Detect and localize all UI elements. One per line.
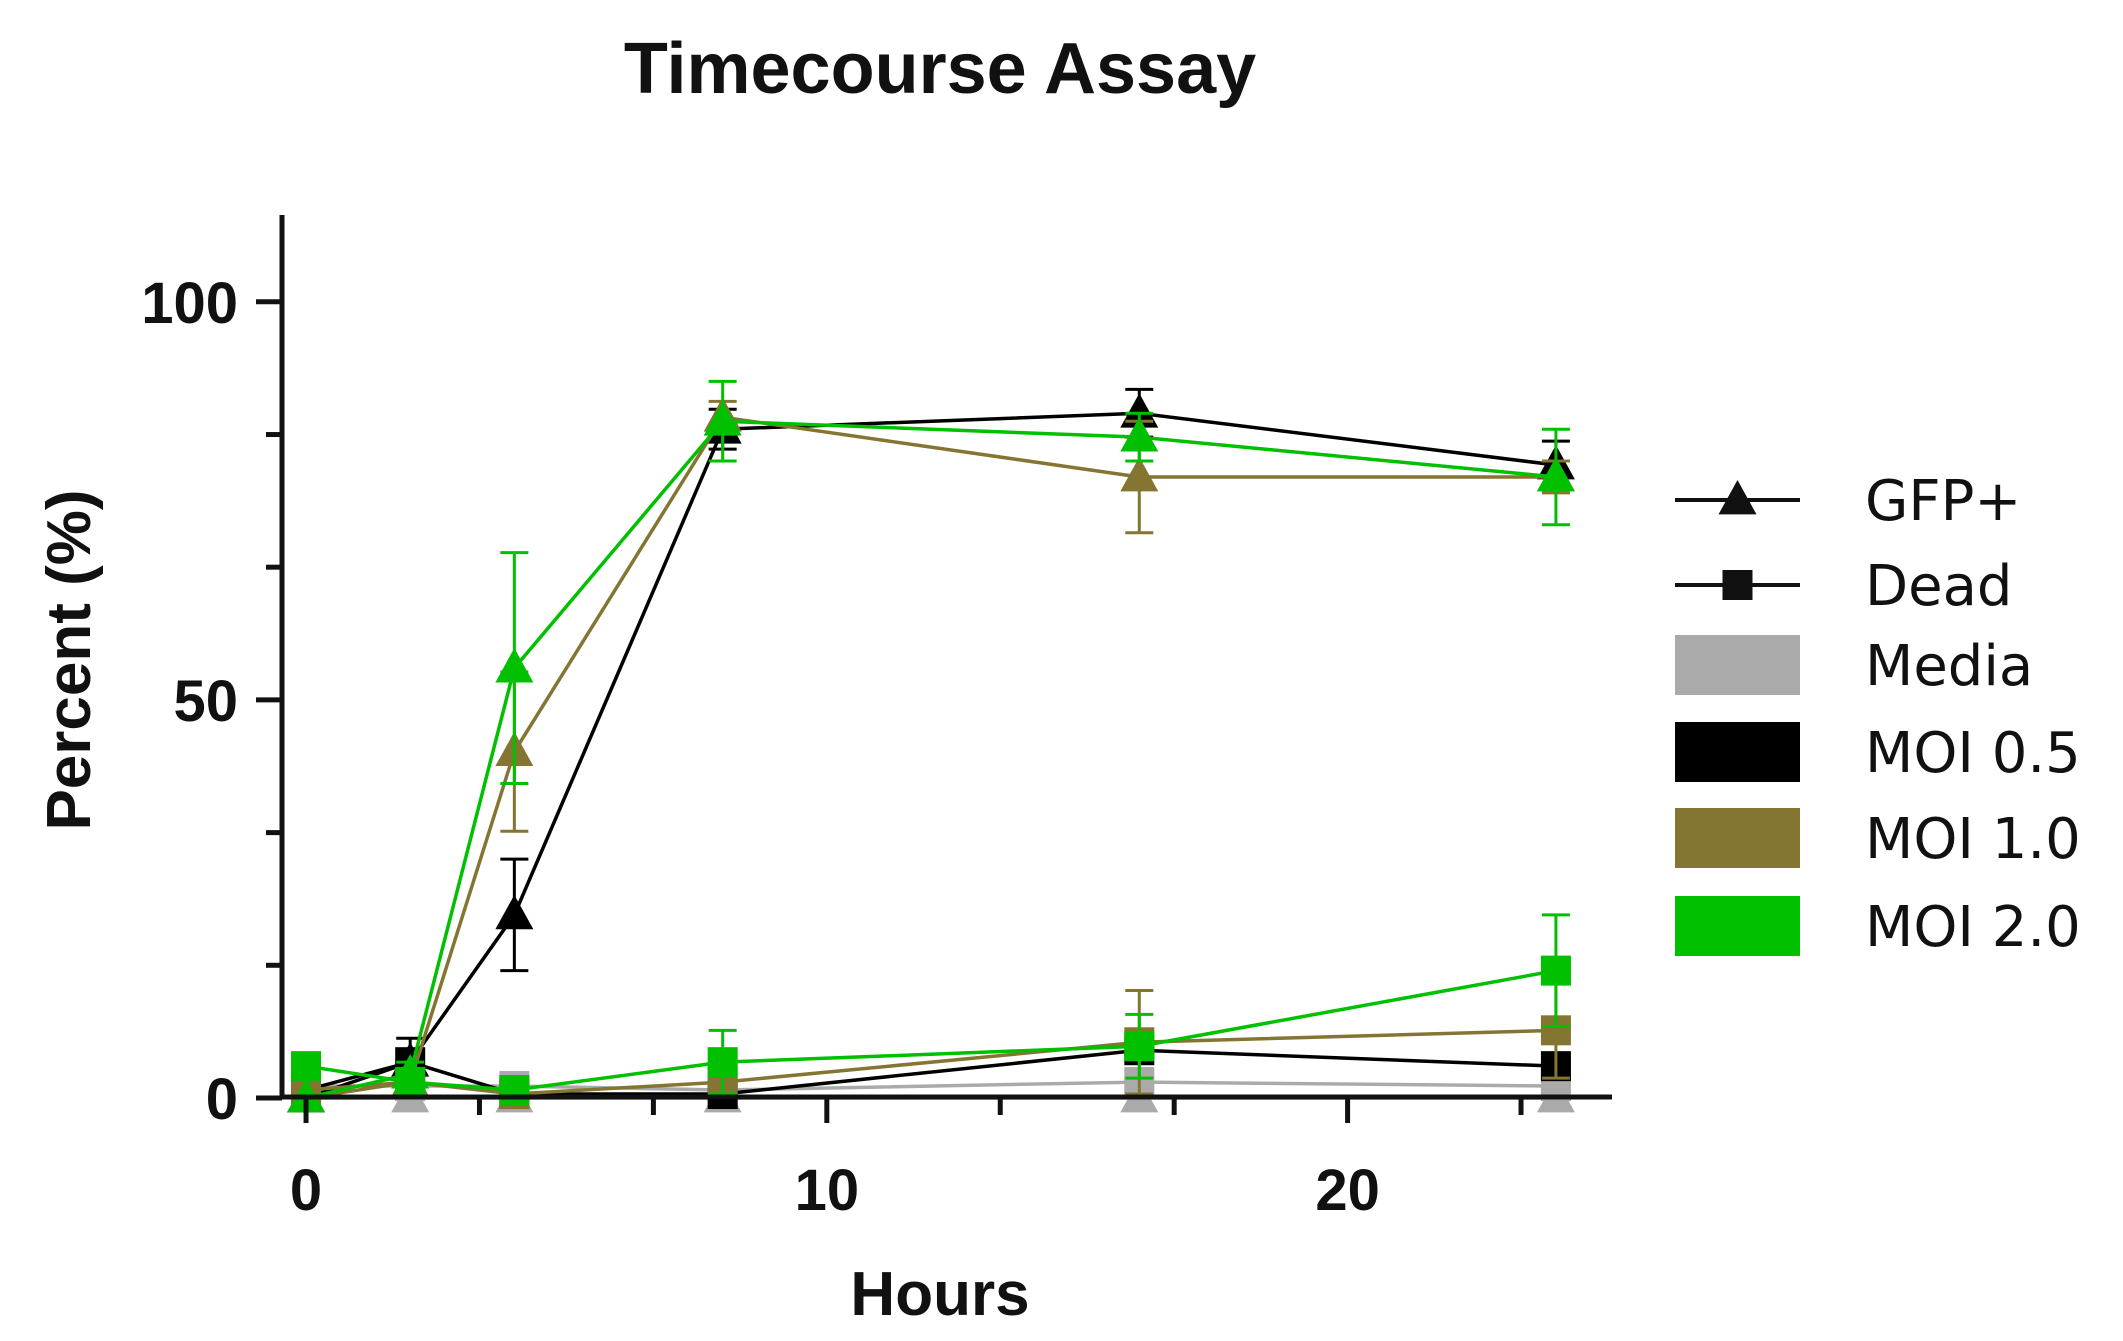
series-line [305, 415, 1556, 1100]
legend-label: MOI 2.0 [1865, 895, 2081, 960]
legend-swatch [1675, 722, 1800, 782]
legend-label: GFP+ [1865, 469, 2021, 534]
legend-swatch [1675, 635, 1800, 695]
legend-item-gfp-: GFP+ [1675, 469, 2021, 534]
series-line [305, 968, 1557, 1092]
y-tick-label: 0 [206, 1067, 238, 1132]
legend-marker [1722, 570, 1753, 600]
x-tick-label: 0 [290, 1158, 322, 1223]
legend: GFP+ Dead Media MOI 0.5 MOI 1.0 MOI 2.0 [1675, 469, 2081, 960]
x-tick-label: 20 [1315, 1158, 1380, 1223]
data-point [1536, 456, 1575, 492]
legend-item-moi-2-0: MOI 2.0 [1675, 895, 2081, 960]
series-moi-1-0-gfp- [287, 397, 1575, 1113]
y-tick-label: 50 [173, 669, 238, 734]
data-point [495, 648, 534, 683]
data-point [707, 1047, 738, 1078]
legend-label: MOI 0.5 [1865, 721, 2081, 786]
data-point [495, 894, 534, 930]
data-point [1124, 1031, 1155, 1062]
data-point [1120, 456, 1159, 492]
legend-label: MOI 1.0 [1865, 807, 2081, 872]
series-moi-2-0-dead [291, 913, 1571, 1106]
x-axis-label: Hours [850, 1260, 1029, 1329]
legend-marker [1718, 480, 1757, 515]
data-point [703, 401, 742, 436]
y-tick-label: 100 [141, 271, 238, 336]
legend-swatch [1675, 808, 1800, 868]
data-point [291, 1051, 322, 1082]
legend-item-media: Media [1675, 634, 2033, 699]
legend-label: Media [1865, 634, 2033, 699]
chart-title: Timecourse Assay [624, 29, 1256, 109]
data-point [1120, 393, 1159, 428]
legend-item-moi-0-5: MOI 0.5 [1675, 721, 2081, 786]
x-tick-label: 10 [795, 1158, 860, 1223]
data-point [395, 1067, 426, 1098]
data-point [499, 1075, 530, 1106]
axes: 0 10 20 0 50 100 [141, 215, 1612, 1223]
legend-swatch [1675, 896, 1800, 956]
data-point [1120, 417, 1159, 452]
y-axis-label: Percent (%) [35, 489, 104, 830]
data-point [1540, 955, 1571, 986]
legend-item-dead: Dead [1675, 554, 2012, 619]
series-line [305, 1028, 1556, 1096]
plot-area [287, 379, 1575, 1113]
legend-label: Dead [1865, 554, 2012, 619]
series-line [305, 419, 1557, 1100]
legend-item-moi-1-0: MOI 1.0 [1675, 807, 2081, 872]
series-line [305, 1048, 1556, 1096]
